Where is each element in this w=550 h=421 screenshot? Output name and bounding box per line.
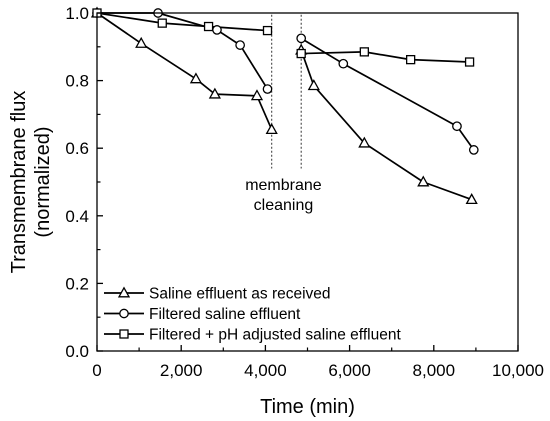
legend-label: Filtered saline effluent (149, 306, 301, 323)
data-point-circle (212, 25, 222, 35)
data-point-triangle (358, 136, 371, 148)
legend-item: Filtered saline effluent (104, 306, 301, 323)
legend-item: Saline effluent as received (104, 286, 331, 303)
x-tick-label: 10,000 (492, 361, 544, 380)
data-point-triangle (465, 193, 478, 205)
x-axis-title: Time (min) (260, 396, 355, 418)
annotation-text: membrane cleaning (245, 177, 322, 214)
legend-marker-square (119, 329, 129, 339)
y-tick-label: 0.2 (65, 274, 89, 293)
x-tick-label: 0 (92, 361, 101, 380)
data-point-triangle (135, 36, 148, 48)
data-point-circle (296, 33, 307, 44)
series-line (301, 51, 470, 63)
data-point-circle (235, 40, 245, 50)
annotation-line: cleaning (254, 197, 314, 214)
legend-label: Filtered + pH adjusted saline effluent (149, 327, 401, 344)
y-tick-label: 0.4 (65, 207, 89, 226)
data-point-circle (338, 58, 349, 69)
data-point-circle (452, 121, 462, 132)
series-line (96, 12, 268, 32)
legend-marker-circle (119, 308, 129, 319)
data-point-triangle (189, 72, 203, 84)
data-point-square (405, 54, 416, 65)
data-point-square (359, 47, 369, 57)
x-tick-label: 6,000 (328, 361, 371, 380)
y-tick-label: 0.0 (65, 342, 89, 361)
legend-item: Filtered + pH adjusted saline effluent (104, 327, 401, 344)
y-axis-title-line: (normalized) (32, 126, 54, 237)
data-point-square (203, 21, 214, 32)
x-tick-label: 2,000 (160, 361, 203, 380)
x-tick-label: 4,000 (244, 361, 287, 380)
series-layer (90, 6, 479, 205)
data-point-triangle (417, 175, 430, 187)
data-point-square (157, 18, 167, 28)
data-point-triangle (250, 89, 264, 101)
y-tick-label: 1.0 (65, 4, 89, 23)
data-point-triangle (265, 123, 278, 135)
y-axis-title: Transmembrane flux (normalized) (8, 91, 54, 274)
data-point-triangle (208, 87, 221, 99)
data-point-circle (468, 145, 479, 155)
series-line (96, 12, 273, 130)
y-tick-label: 0.8 (65, 72, 89, 91)
data-point-square (296, 48, 306, 59)
legend-marker-triangle (117, 286, 131, 298)
series-line (300, 37, 475, 151)
data-point-circle (262, 84, 273, 94)
data-point-square (464, 57, 475, 67)
annotation-line: membrane (245, 177, 322, 194)
data-point-triangle (307, 79, 320, 91)
data-point-square (262, 25, 273, 36)
axis-layer: 0 2,000 4,000 6,000 8,000 10,000 0.0 0.2 0.4 0.6 0… (8, 4, 544, 418)
x-tick-label: 8,000 (413, 361, 456, 380)
y-axis-title-line: Transmembrane flux (8, 91, 30, 274)
legend: Saline effluent as received Filtered sali… (104, 286, 401, 344)
y-tick-label: 0.6 (65, 139, 89, 158)
legend-label: Saline effluent as received (149, 286, 331, 303)
series-line (300, 49, 472, 201)
